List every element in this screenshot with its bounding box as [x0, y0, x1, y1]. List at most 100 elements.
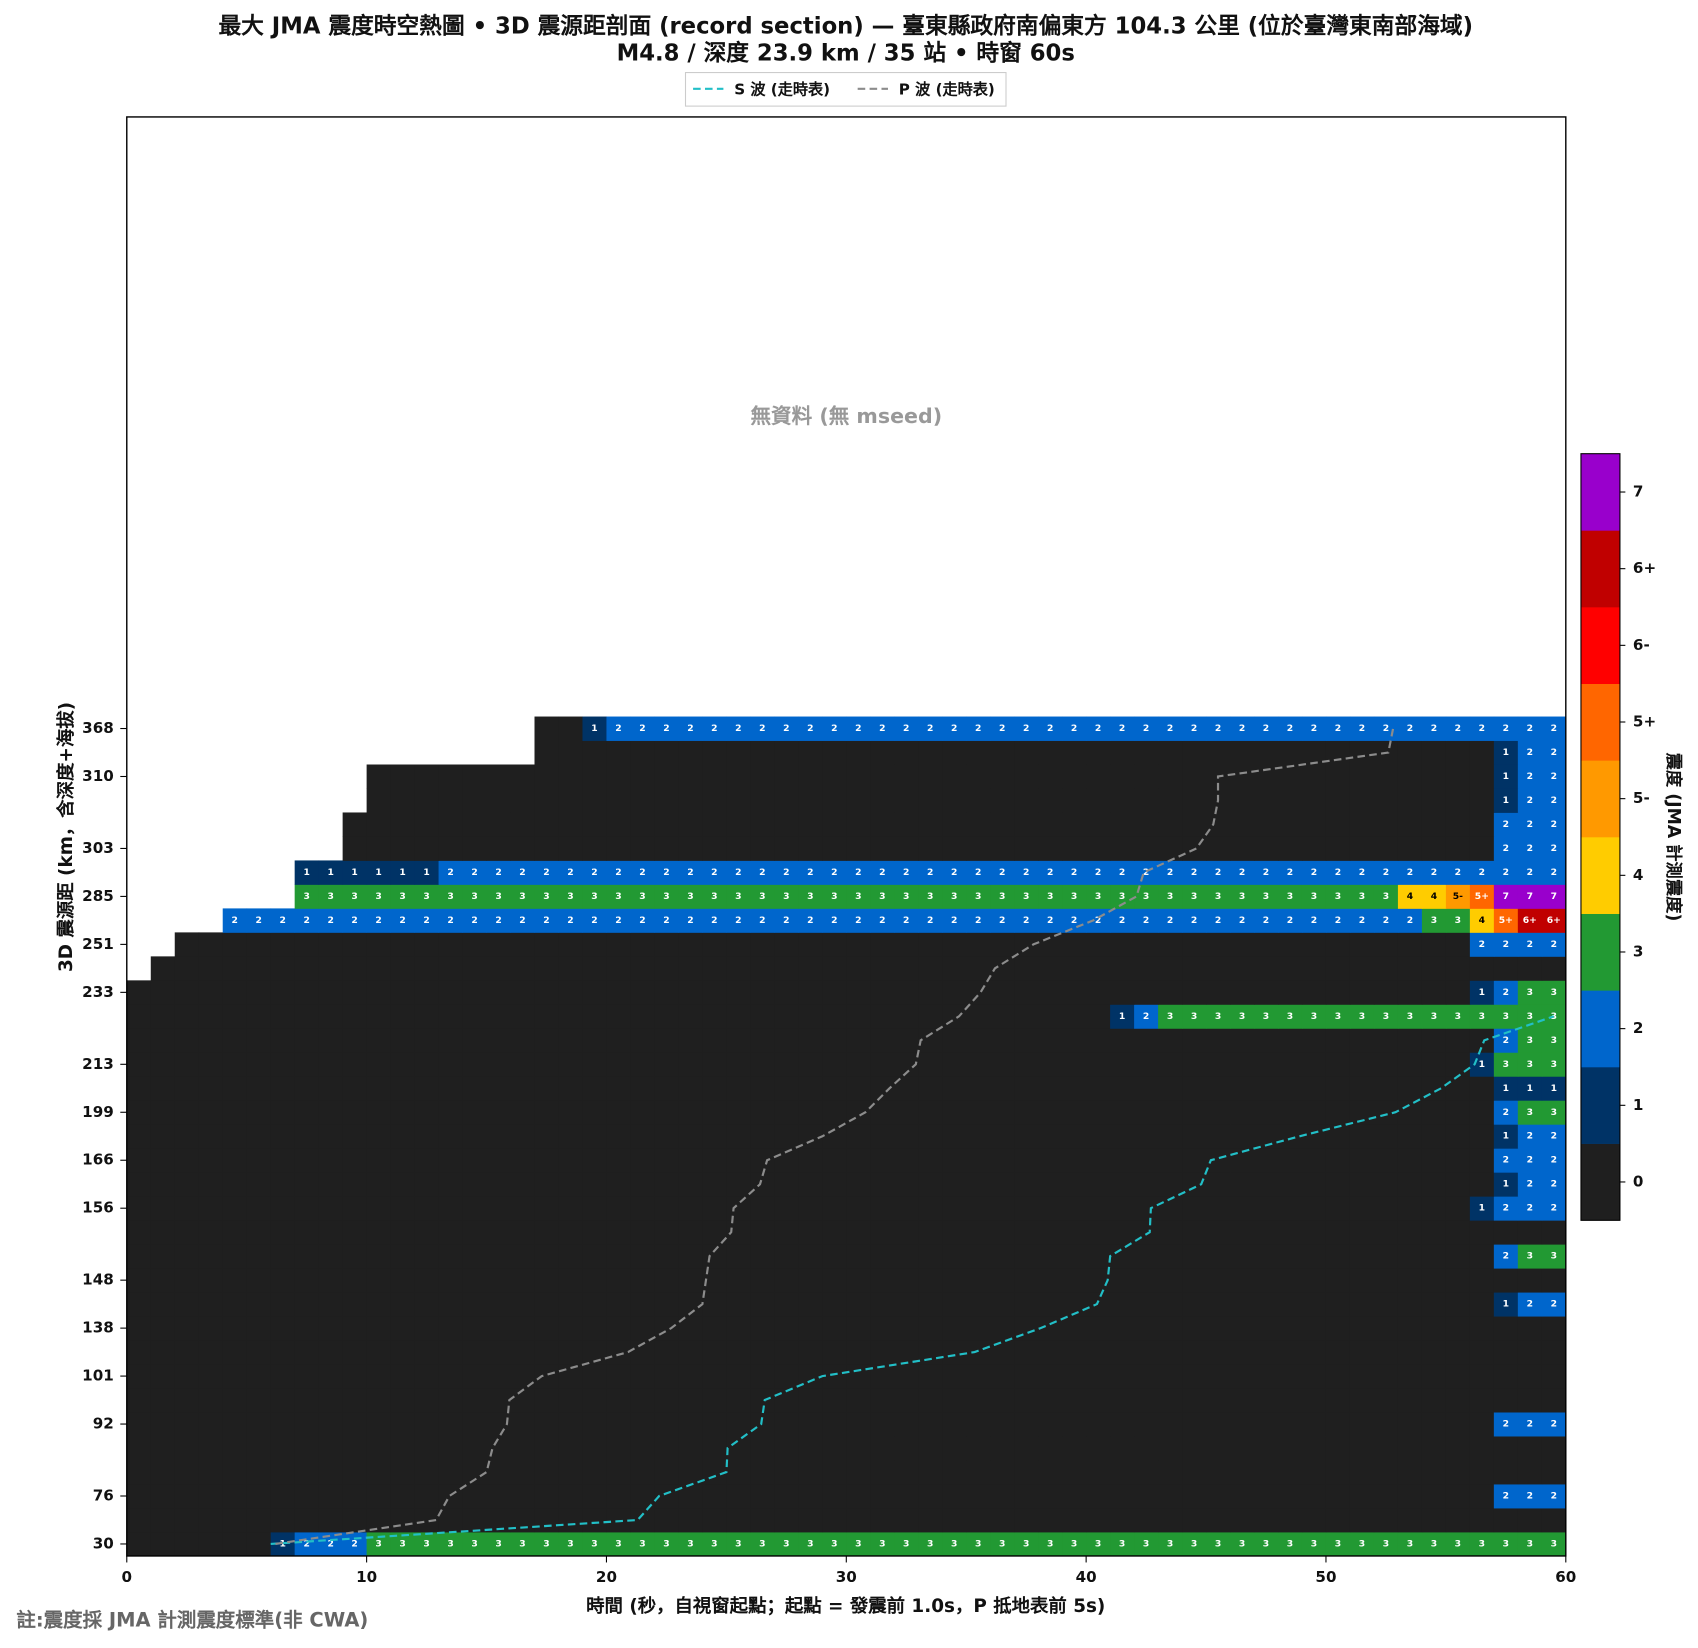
heatmap-cell [1038, 932, 1063, 957]
heatmap-cell [990, 1316, 1015, 1341]
heatmap-cell [1493, 1268, 1519, 1293]
heatmap-cell [1277, 788, 1303, 813]
heatmap-cell [1134, 1220, 1159, 1245]
heatmap-cell [894, 1004, 919, 1029]
heatmap-cell [1014, 1220, 1039, 1245]
heatmap-cell [1373, 1148, 1399, 1173]
heatmap-cell [798, 1316, 823, 1341]
heatmap-cell [1062, 1052, 1087, 1077]
heatmap-cell [1349, 836, 1375, 861]
heatmap-cell [918, 1484, 943, 1509]
heatmap-cell [390, 1388, 416, 1413]
heatmap-cell [510, 1196, 535, 1221]
cell-label: 3 [591, 1538, 597, 1549]
heatmap-cell [1086, 1460, 1111, 1485]
heatmap-cell [1254, 956, 1279, 981]
heatmap-cell [270, 1436, 296, 1461]
heatmap-cell [462, 1316, 487, 1341]
heatmap-cell [870, 764, 895, 789]
heatmap-cell [534, 1220, 559, 1245]
heatmap-cell [702, 1292, 727, 1317]
heatmap-cell [510, 1124, 535, 1149]
colorbar-swatch [1580, 913, 1620, 991]
cell-label: 2 [1407, 915, 1413, 926]
cell-label: 2 [1239, 723, 1245, 734]
heatmap-cell [486, 1268, 511, 1293]
heatmap-cell [966, 1316, 991, 1341]
heatmap-cell [318, 860, 344, 885]
heatmap-cell [366, 812, 392, 837]
heatmap-cell [1421, 1292, 1447, 1317]
heatmap-cell [1062, 1364, 1087, 1389]
heatmap-cell [1277, 1028, 1303, 1053]
heatmap-cell [438, 1340, 463, 1365]
heatmap-cell [1086, 1507, 1111, 1533]
cell-label: 2 [1503, 1107, 1509, 1118]
cell-label: 2 [807, 915, 813, 926]
heatmap-cell [1541, 836, 1567, 861]
heatmap-cell [774, 1292, 799, 1317]
heatmap-cell [798, 1340, 823, 1365]
y-tick-label: 166 [82, 1151, 114, 1169]
heatmap-cell [1134, 836, 1159, 861]
heatmap-cell [1373, 812, 1399, 837]
cell-label: 2 [807, 723, 813, 734]
heatmap-cell [486, 1244, 511, 1269]
heatmap-cell [462, 1220, 487, 1245]
heatmap-cell [1110, 932, 1135, 957]
heatmap-cell [510, 908, 535, 933]
heatmap-cell [1325, 1364, 1351, 1389]
heatmap-cell [270, 1076, 296, 1101]
cell-label: 6+ [1523, 915, 1537, 926]
cell-label: 3 [1095, 891, 1101, 902]
heatmap-cell [750, 788, 775, 813]
heatmap-cell [750, 956, 775, 981]
heatmap-cell [942, 1316, 967, 1341]
cell-label: 3 [1551, 1059, 1557, 1070]
x-tick-label: 50 [1315, 1568, 1336, 1586]
heatmap-cell [126, 1364, 152, 1389]
heatmap-cell [1421, 1507, 1447, 1533]
heatmap-cell [1373, 1460, 1399, 1485]
heatmap-cell [654, 812, 679, 837]
heatmap-cell [558, 1531, 583, 1557]
cell-label: 3 [1023, 1538, 1029, 1549]
heatmap-cell [414, 1124, 440, 1149]
heatmap-cell [1493, 1460, 1519, 1485]
cell-label: 3 [471, 1538, 477, 1549]
heatmap-cell [1206, 812, 1231, 837]
heatmap-cell [1038, 812, 1063, 837]
heatmap-cell [918, 764, 943, 789]
heatmap-cell [1517, 1172, 1543, 1197]
heatmap-cell [318, 908, 344, 933]
heatmap-cell [1014, 1507, 1039, 1533]
heatmap-cell [678, 1484, 703, 1509]
cell-label: 2 [1527, 1419, 1533, 1430]
heatmap-cell [1254, 1004, 1279, 1029]
cell-label: 3 [1311, 1011, 1317, 1022]
heatmap-cell [606, 1436, 631, 1461]
heatmap-cell [798, 932, 823, 957]
heatmap-cell [870, 980, 895, 1005]
heatmap-cell [726, 956, 751, 981]
heatmap-cell [1445, 716, 1471, 741]
heatmap-cell [534, 1052, 559, 1077]
heatmap-cell [534, 1388, 559, 1413]
heatmap-cell [1469, 1076, 1495, 1101]
heatmap-cell [438, 764, 463, 789]
heatmap-cell [894, 1460, 919, 1485]
heatmap-cell [1277, 1268, 1303, 1293]
heatmap-cell [1254, 1364, 1279, 1389]
heatmap-cell [222, 1340, 248, 1365]
heatmap-cell [966, 788, 991, 813]
heatmap-cell [1182, 1412, 1207, 1437]
heatmap-cell [918, 1507, 943, 1533]
heatmap-cell [1421, 980, 1447, 1005]
cell-label: 2 [1263, 723, 1269, 734]
heatmap-cell [678, 716, 703, 741]
heatmap-cell [1182, 1124, 1207, 1149]
heatmap-cell [1469, 1220, 1495, 1245]
heatmap-cell [270, 1388, 296, 1413]
heatmap-cell [1397, 716, 1423, 741]
heatmap-cell [990, 1076, 1015, 1101]
